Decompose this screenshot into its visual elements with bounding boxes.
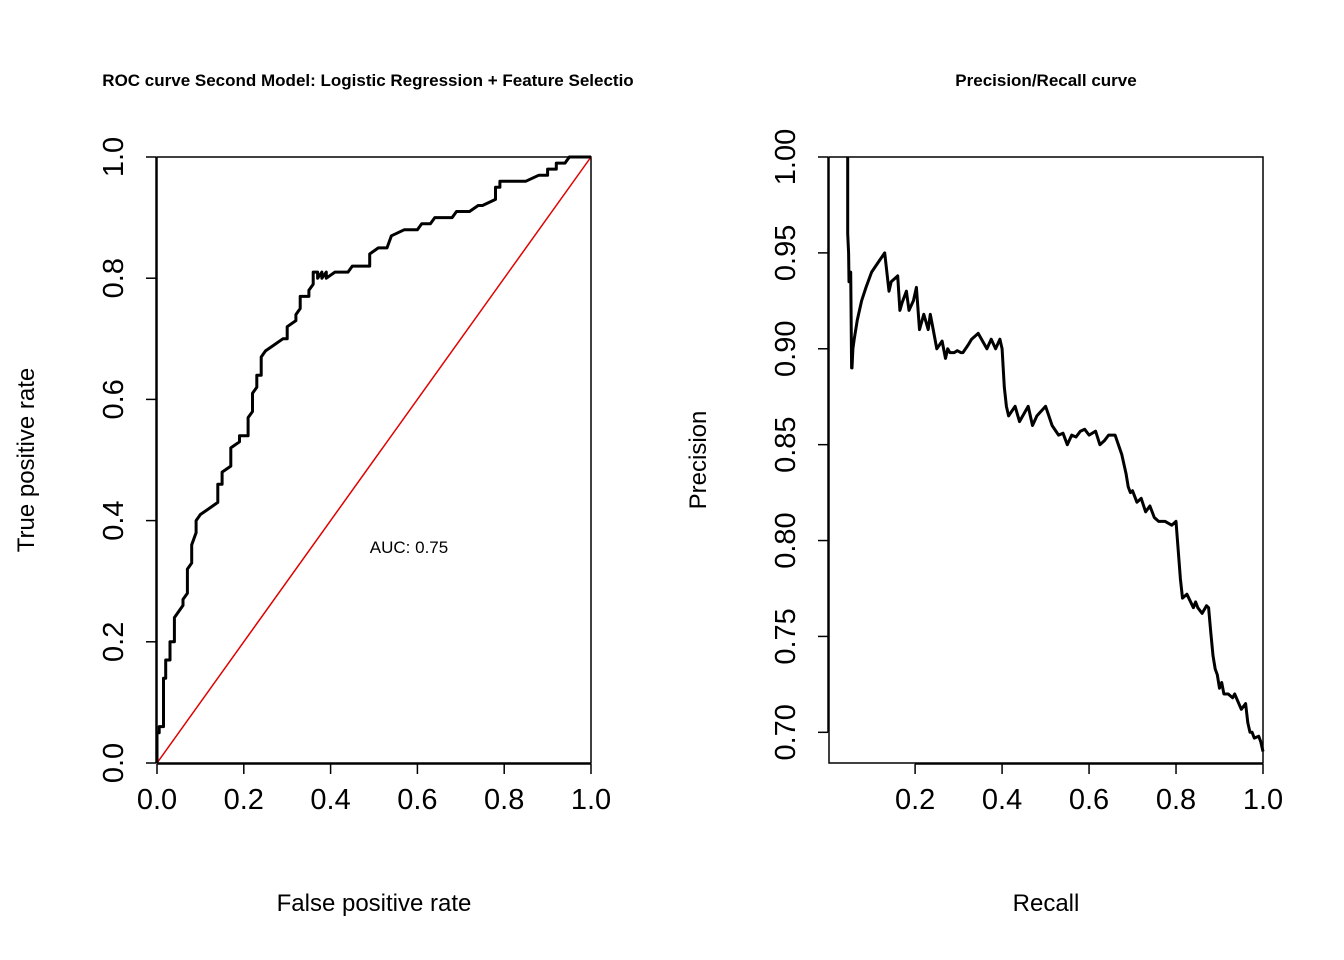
roc-chart: ROC curve Second Model: Logistic Regress… <box>13 71 634 917</box>
pr-x-tick-label: 0.8 <box>1156 784 1196 816</box>
roc-chart-title: ROC curve Second Model: Logistic Regress… <box>102 71 633 90</box>
pr-curve-line <box>846 157 1265 752</box>
roc-x-axis-label: False positive rate <box>277 890 472 917</box>
pr-y-tick-label: 0.85 <box>770 416 802 472</box>
pr-x-tick-label: 0.4 <box>982 784 1022 816</box>
pr-y-axis: 0.70 0.75 0.80 0.85 0.90 0.95 1.00 <box>770 129 829 761</box>
pr-y-axis-label: Precision <box>685 411 712 510</box>
pr-y-tick-label: 1.00 <box>770 129 802 185</box>
pr-y-tick-label: 0.70 <box>770 704 802 760</box>
roc-y-tick-label: 0.6 <box>98 379 130 419</box>
roc-x-tick-label: 0.4 <box>310 784 350 816</box>
roc-x-tick-label: 0.6 <box>397 784 437 816</box>
roc-reference-diagonal <box>156 156 592 764</box>
pr-y-tick-label: 0.75 <box>770 608 802 664</box>
roc-y-axis: 0.0 0.2 0.4 0.6 0.8 1.0 <box>98 137 157 783</box>
roc-y-tick-label: 0.2 <box>98 622 130 662</box>
roc-x-tick-label: 1.0 <box>571 784 611 816</box>
pr-x-tick-label: 0.2 <box>895 784 935 816</box>
roc-x-tick-label: 0.0 <box>137 784 177 816</box>
roc-x-axis: 0.0 0.2 0.4 0.6 0.8 1.0 <box>137 763 611 816</box>
roc-y-tick-label: 0.0 <box>98 743 130 783</box>
pr-x-axis-label: Recall <box>1013 890 1080 917</box>
roc-y-axis-label: True positive rate <box>13 368 40 553</box>
roc-y-tick-label: 0.4 <box>98 500 130 540</box>
pr-y-tick-label: 0.90 <box>770 321 802 377</box>
roc-y-tick-label: 1.0 <box>98 137 130 177</box>
roc-x-tick-label: 0.8 <box>484 784 524 816</box>
pr-x-tick-label: 0.6 <box>1069 784 1109 816</box>
pr-x-tick-label: 1.0 <box>1243 784 1283 816</box>
roc-auc-annotation: AUC: 0.75 <box>370 538 448 557</box>
pr-y-tick-label: 0.95 <box>770 225 802 281</box>
roc-curve-line <box>155 155 591 763</box>
pr-plot-frame <box>828 156 1264 764</box>
precision-recall-chart: Precision/Recall curve 0.2 0.4 0.6 0.8 1.0 0… <box>685 71 1283 917</box>
roc-x-tick-label: 0.2 <box>224 784 264 816</box>
pr-y-tick-label: 0.80 <box>770 512 802 568</box>
roc-plot-frame <box>156 156 592 764</box>
pr-x-axis: 0.2 0.4 0.6 0.8 1.0 <box>895 763 1283 816</box>
roc-y-tick-label: 0.8 <box>98 258 130 298</box>
pr-chart-title: Precision/Recall curve <box>955 71 1136 90</box>
